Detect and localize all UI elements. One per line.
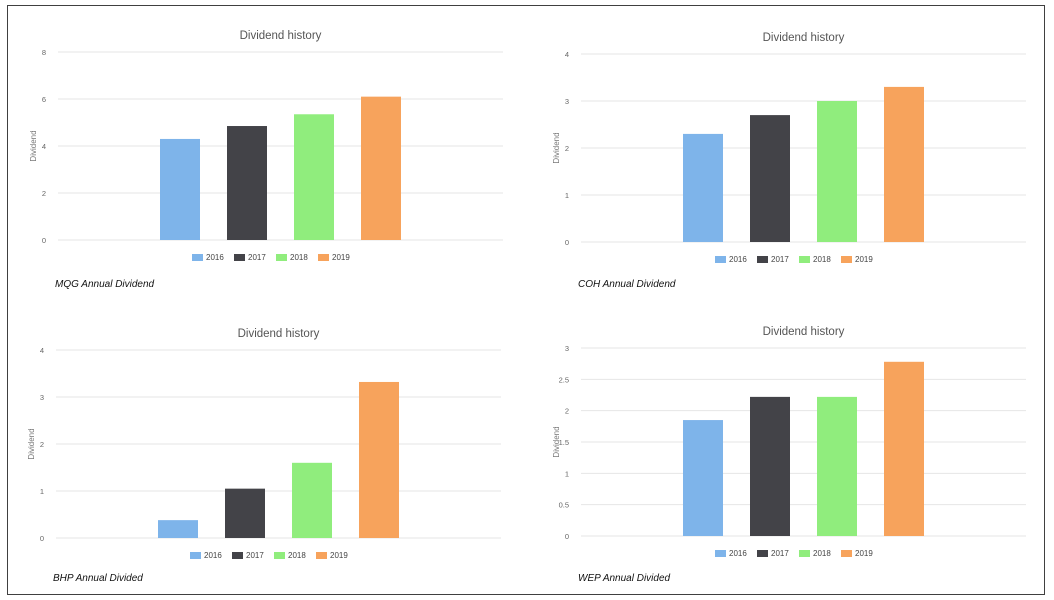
legend-label-2016: 2016 xyxy=(206,253,224,262)
legend-swatch-2016 xyxy=(190,552,201,559)
chart-svg-mqg: Dividend history 0 2 4 6 8 Dividend 2016 2017 201… xyxy=(29,30,503,262)
bar-2018 xyxy=(817,101,857,242)
chart-panel-wep: Dividend history 0 0.5 1 1.5 2 2.5 3 Dividend 201… xyxy=(543,316,1043,591)
y-tick-label: 0 xyxy=(42,236,46,245)
legend-swatch-2018 xyxy=(799,256,810,263)
y-tick-label: 1 xyxy=(565,469,569,478)
chart-panel-mqg: Dividend history 0 2 4 6 8 Dividend 2016 2017 201… xyxy=(20,20,520,295)
y-tick-label: 0 xyxy=(565,532,569,541)
y-tick-label: 2 xyxy=(565,144,569,153)
chart-caption-mqg: MQG Annual Dividend xyxy=(55,279,155,290)
legend-label-2019: 2019 xyxy=(332,253,350,262)
y-tick-label: 4 xyxy=(565,50,569,59)
bar-2016 xyxy=(683,133,723,242)
y-tick-label: 0 xyxy=(40,534,44,543)
bar-2019 xyxy=(884,361,924,536)
y-tick-label: 2 xyxy=(565,407,569,416)
legend-label-2016: 2016 xyxy=(729,255,747,264)
legend-swatch-2016 xyxy=(192,254,203,261)
bar-2019 xyxy=(361,96,401,241)
y-tick-label: 1.5 xyxy=(559,438,569,447)
y-tick-label: 0 xyxy=(565,238,569,247)
legend-swatch-2016 xyxy=(715,256,726,263)
legend-label-2017: 2017 xyxy=(246,551,264,560)
legend-label-2019: 2019 xyxy=(855,255,873,264)
bar-2018 xyxy=(292,462,332,538)
y-tick-label: 3 xyxy=(40,393,44,402)
bar-2019 xyxy=(884,86,924,243)
legend-swatch-2017 xyxy=(232,552,243,559)
y-tick-label: 1 xyxy=(40,487,44,496)
y-tick-label: 8 xyxy=(42,48,46,57)
legend-label-2019: 2019 xyxy=(855,549,873,558)
legend-label-2018: 2018 xyxy=(813,549,831,558)
y-tick-label: 4 xyxy=(40,346,44,355)
y-tick-label: 0.5 xyxy=(559,501,569,510)
chart-svg-coh: Dividend history 0 1 2 3 4 Dividend 2016 2017 201… xyxy=(552,32,1026,264)
legend-label-2017: 2017 xyxy=(248,253,266,262)
bar-2017 xyxy=(227,126,267,240)
chart-caption-bhp: BHP Annual Divided xyxy=(53,573,143,584)
chart-title: Dividend history xyxy=(240,30,322,42)
chart-caption-wep: WEP Annual Divided xyxy=(578,573,671,584)
bar-2017 xyxy=(225,488,265,538)
legend-swatch-2018 xyxy=(799,550,810,557)
legend-swatch-2018 xyxy=(276,254,287,261)
legend-swatch-2018 xyxy=(274,552,285,559)
chart-caption-coh: COH Annual Dividend xyxy=(578,279,676,290)
y-axis-label: Dividend xyxy=(29,130,38,161)
legend-label-2017: 2017 xyxy=(771,549,789,558)
chart-panel-bhp: Dividend history 0 1 2 3 4 Dividend 2016 2017 201… xyxy=(18,318,518,593)
bar-2018 xyxy=(817,396,857,536)
y-axis-label: Dividend xyxy=(552,426,561,457)
y-axis-label: Dividend xyxy=(552,132,561,163)
legend-label-2019: 2019 xyxy=(330,551,348,560)
y-axis-label: Dividend xyxy=(27,428,36,459)
y-tick-label: 3 xyxy=(565,97,569,106)
legend-label-2018: 2018 xyxy=(288,551,306,560)
legend-swatch-2017 xyxy=(757,256,768,263)
bar-2016 xyxy=(160,138,200,240)
y-tick-label: 2.5 xyxy=(559,375,569,384)
y-tick-label: 2 xyxy=(40,440,44,449)
legend-label-2016: 2016 xyxy=(729,549,747,558)
legend-swatch-2019 xyxy=(841,550,852,557)
y-tick-label: 6 xyxy=(42,95,46,104)
legend-swatch-2019 xyxy=(316,552,327,559)
y-tick-label: 2 xyxy=(42,189,46,198)
legend-swatch-2017 xyxy=(234,254,245,261)
legend-swatch-2019 xyxy=(318,254,329,261)
legend-label-2018: 2018 xyxy=(813,255,831,264)
chart-title: Dividend history xyxy=(763,326,845,338)
legend-label-2016: 2016 xyxy=(204,551,222,560)
chart-title: Dividend history xyxy=(238,328,320,340)
chart-svg-wep: Dividend history 0 0.5 1 1.5 2 2.5 3 Dividend 201… xyxy=(552,326,1026,558)
chart-title: Dividend history xyxy=(763,32,845,44)
bar-2019 xyxy=(359,381,399,538)
chart-panel-coh: Dividend history 0 1 2 3 4 Dividend 2016 2017 201… xyxy=(543,22,1043,297)
legend-swatch-2016 xyxy=(715,550,726,557)
bar-2016 xyxy=(158,520,198,538)
chart-svg-bhp: Dividend history 0 1 2 3 4 Dividend 2016 2017 201… xyxy=(27,328,501,560)
bar-2018 xyxy=(294,114,334,240)
bar-2017 xyxy=(750,396,790,536)
legend-label-2017: 2017 xyxy=(771,255,789,264)
legend-label-2018: 2018 xyxy=(290,253,308,262)
y-tick-label: 3 xyxy=(565,344,569,353)
bar-2016 xyxy=(683,420,723,536)
figure-frame xyxy=(7,5,1045,595)
legend-swatch-2019 xyxy=(841,256,852,263)
bar-2017 xyxy=(750,115,790,242)
y-tick-label: 1 xyxy=(565,191,569,200)
y-tick-label: 4 xyxy=(42,142,46,151)
legend-swatch-2017 xyxy=(757,550,768,557)
